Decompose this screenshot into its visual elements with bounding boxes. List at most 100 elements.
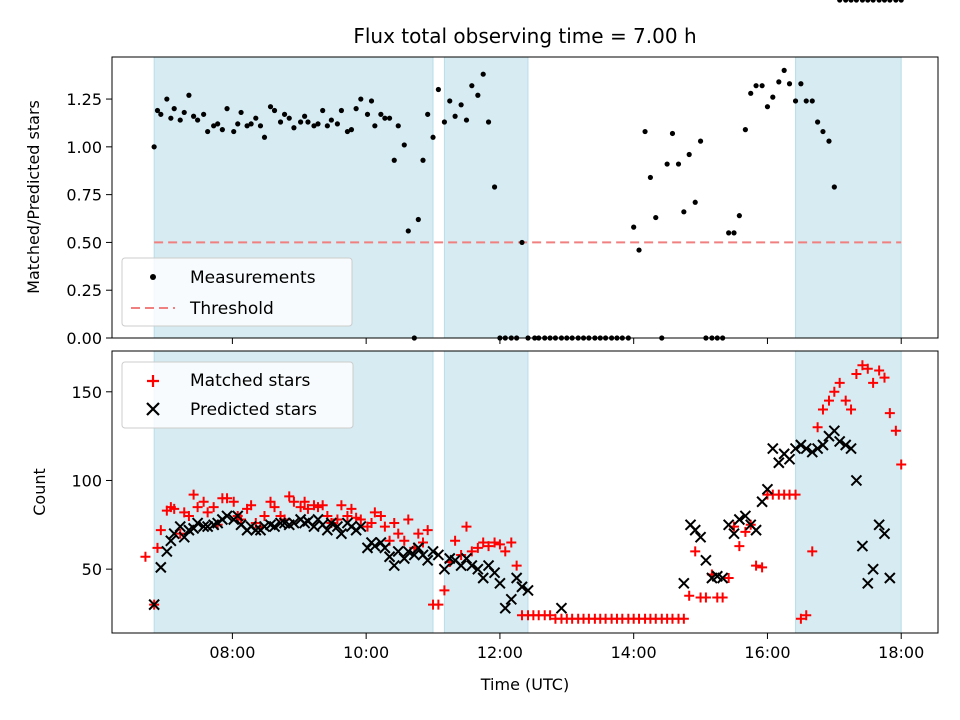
matched-star-point [734, 541, 745, 552]
measurement-point [395, 123, 401, 129]
measurement-point [281, 111, 288, 117]
measurement-point [831, 184, 837, 190]
measurement-point [726, 230, 732, 236]
top-panel: 0.00 0.25 0.50 0.75 1.00 1.25 Matched/Predict… [24, 0, 939, 348]
matched-star-point [478, 537, 489, 548]
matched-star-point [500, 546, 511, 557]
top-y-tick-label: 0.25 [66, 281, 102, 300]
predicted-star-point [148, 598, 160, 611]
predicted-star-point [321, 524, 334, 536]
measurement-point [425, 111, 431, 117]
measurement-point [463, 117, 470, 123]
measurement-point [636, 247, 642, 253]
measurement-point [430, 134, 436, 140]
predicted-star-point [383, 551, 396, 563]
measurement-point [168, 115, 174, 121]
predicted-star-point [839, 439, 852, 451]
measurement-point [311, 123, 317, 129]
predicted-star-point [800, 442, 812, 455]
measurement-point [781, 67, 787, 73]
predicted-star-point [806, 446, 818, 458]
predicted-star-point [522, 584, 534, 597]
matched-star-point [812, 422, 823, 433]
measurement-point [305, 119, 311, 125]
measurement-point [171, 106, 177, 112]
shaded-interval [443, 56, 529, 339]
predicted-star-point [694, 531, 707, 543]
matched-star-point [684, 590, 695, 601]
measurement-point [792, 98, 799, 104]
x-tick-label: 08:00 [209, 643, 255, 662]
matched-star-point [717, 592, 728, 603]
predicted-star-point [722, 519, 735, 531]
matched-star-point [284, 491, 295, 502]
measurement-point [480, 71, 486, 77]
matched-star-point [511, 560, 522, 571]
predicted-star-point [232, 510, 244, 522]
x-tick-label: 12:00 [477, 643, 523, 662]
matched-star-point [890, 425, 901, 436]
measurement-point [776, 79, 782, 85]
predicted-star-point [388, 559, 400, 572]
measurement-point [401, 142, 407, 148]
shaded-interval [795, 56, 902, 339]
top-shaded-regions [153, 56, 902, 339]
x-tick-label: 16:00 [744, 643, 790, 662]
top-y-tick-label: 0.75 [66, 186, 102, 205]
predicted-star-point [817, 439, 829, 451]
measurement-point [190, 113, 197, 119]
measurement-point [736, 213, 742, 219]
measurement-point [458, 102, 464, 108]
matched-star-point [222, 493, 233, 504]
bottom-x-axis: 08:00 10:00 12:00 14:00 16:00 18:00 [209, 633, 924, 662]
x-axis-label: Time (UTC) [480, 675, 569, 694]
measurement-point [344, 128, 351, 135]
matched-star-point [840, 395, 851, 406]
predicted-star-point [700, 554, 712, 566]
predicted-star-point [494, 577, 506, 590]
matched-star-point [545, 610, 556, 621]
predicted-star-point [750, 524, 762, 536]
measurement-point [881, 0, 888, 3]
measurement-point [447, 98, 453, 104]
measurement-point [186, 92, 192, 98]
measurement-point [859, 0, 866, 3]
predicted-star-point [250, 524, 262, 536]
predicted-star-point [716, 572, 729, 584]
predicted-star-point [402, 545, 414, 558]
predicted-star-point [789, 442, 802, 455]
matched-star-point [246, 500, 257, 511]
predicted-star-point [739, 510, 752, 522]
measurement-point [675, 161, 682, 167]
predicted-star-point [466, 559, 478, 572]
measurement-point [820, 128, 826, 135]
measurement-point [298, 119, 304, 125]
measurement-point [809, 98, 815, 104]
x-tick-label: 18:00 [878, 643, 924, 662]
matched-star-point [851, 369, 862, 380]
measurement-point [519, 239, 525, 246]
top-y-tick-label: 1.25 [66, 90, 102, 109]
measurement-point [231, 128, 237, 135]
predicted-star-point [398, 552, 410, 565]
measurement-point [876, 0, 882, 3]
predicted-star-point [331, 520, 344, 533]
bottom-legend: Matched stars Predicted stars [121, 361, 354, 429]
measurement-point [870, 0, 876, 3]
predicted-star-point [165, 535, 177, 547]
matched-star-point [740, 526, 751, 537]
measurement-point [485, 119, 492, 125]
matched-star-point [336, 500, 347, 511]
measurement-point [420, 157, 426, 163]
matched-star-point [346, 503, 357, 514]
matched-star-point [817, 404, 828, 415]
measurement-point [219, 127, 225, 133]
predicted-star-point [878, 527, 891, 540]
matched-star-point [690, 546, 701, 557]
matched-star-point [461, 521, 472, 532]
matched-star-point [355, 514, 366, 525]
matched-star-point [751, 560, 762, 571]
measurement-point [731, 230, 737, 236]
predicted-star-point [767, 442, 779, 455]
